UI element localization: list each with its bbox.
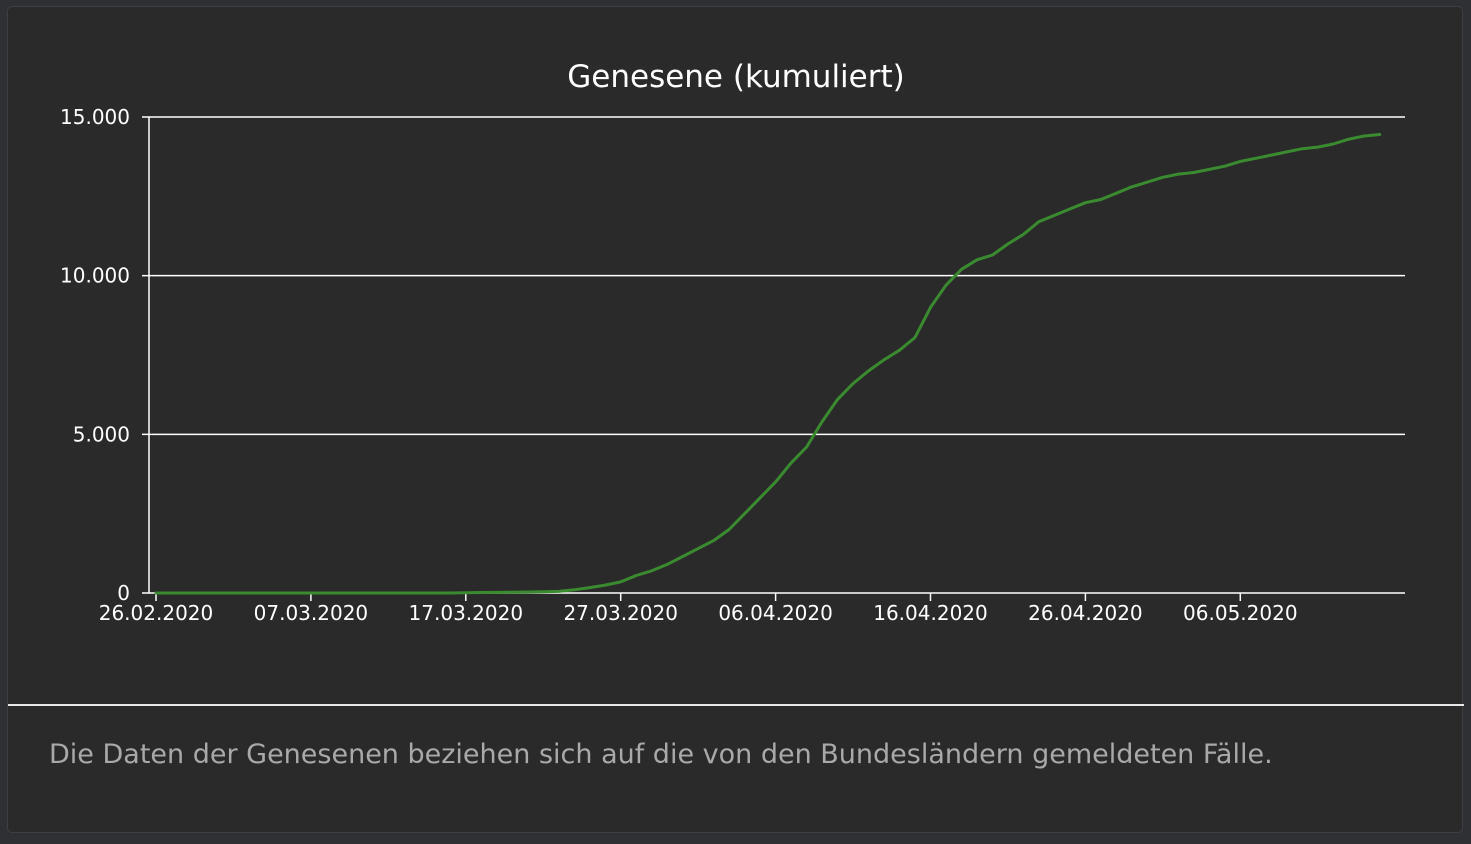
x-tick-label: 27.03.2020 bbox=[563, 601, 678, 625]
series-layer bbox=[154, 133, 1382, 595]
series-line bbox=[154, 133, 1382, 595]
x-tick-label: 16.04.2020 bbox=[873, 601, 988, 625]
grid-lines bbox=[149, 116, 1405, 594]
x-tick-label: 06.04.2020 bbox=[718, 601, 833, 625]
y-tick-label: 5.000 bbox=[73, 422, 130, 446]
x-tick-label: 06.05.2020 bbox=[1183, 601, 1298, 625]
y-axis: 0 5.000 10.000 15.000 bbox=[60, 105, 150, 605]
chart-title: Genesene (kumuliert) bbox=[567, 59, 905, 95]
footnote: Die Daten der Genesenen beziehen sich au… bbox=[49, 739, 1273, 770]
x-tick-label: 17.03.2020 bbox=[409, 601, 524, 625]
chart-card: Genesene (kumuliert) 0 5.000 10.000 15.000 … bbox=[7, 6, 1464, 833]
y-tick-label: 10.000 bbox=[60, 264, 130, 288]
x-tick-label: 26.04.2020 bbox=[1028, 601, 1143, 625]
y-tick-label: 0 bbox=[117, 581, 130, 605]
x-tick-label: 26.02.2020 bbox=[99, 601, 214, 625]
y-tick-label: 15.000 bbox=[60, 105, 130, 129]
x-axis: 26.02.2020 07.03.2020 17.03.2020 27.03.2020… bbox=[99, 593, 1298, 625]
line-chart: 0 5.000 10.000 15.000 26.02.2020 07.03.2020 1… bbox=[60, 105, 1405, 625]
card-divider bbox=[8, 704, 1464, 706]
x-tick-label: 07.03.2020 bbox=[254, 601, 369, 625]
